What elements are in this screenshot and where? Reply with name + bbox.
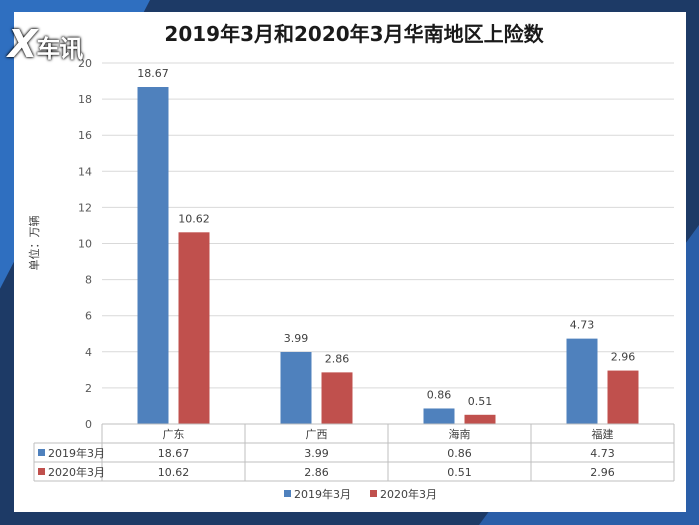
y-tick-label: 14 — [78, 165, 92, 178]
table-cell: 18.67 — [158, 447, 190, 460]
table-cell: 0.86 — [447, 447, 472, 460]
legend-swatch — [370, 490, 377, 497]
bar — [464, 414, 496, 424]
bar — [321, 372, 353, 424]
x-tick-label: 广东 — [163, 428, 185, 441]
x-tick-label: 福建 — [592, 427, 614, 441]
table-cell: 0.51 — [447, 466, 472, 479]
data-label: 3.99 — [284, 332, 309, 345]
table-legend-swatch — [38, 449, 45, 456]
table-cell: 4.73 — [590, 447, 615, 460]
y-tick-label: 12 — [78, 201, 92, 214]
table-legend-swatch — [38, 468, 45, 475]
chart-svg: 2019年3月和2020年3月华南地区上险数 单位：万辆 0 2 4 6 8 10 12 14… — [27, 22, 675, 501]
data-label: 0.86 — [427, 388, 452, 401]
legend: 2019年3月 2020年3月 — [284, 487, 437, 501]
y-axis-label: 单位：万辆 — [27, 216, 41, 271]
table-cell: 2.96 — [590, 466, 615, 479]
legend-label: 2020年3月 — [380, 487, 437, 501]
table-cell: 10.62 — [158, 466, 190, 479]
y-tick-label: 2 — [85, 382, 92, 395]
data-label: 4.73 — [570, 319, 595, 332]
legend-swatch — [284, 490, 291, 497]
data-label: 10.62 — [178, 212, 210, 225]
y-tick-label: 6 — [85, 310, 92, 323]
legend-label: 2019年3月 — [294, 487, 351, 501]
data-label: 2.96 — [611, 351, 636, 364]
y-tick-label: 18 — [78, 93, 92, 106]
y-tick-label: 8 — [85, 274, 92, 287]
x-tick-label: 海南 — [449, 427, 471, 441]
table-series-name: 2019年3月 — [48, 446, 105, 460]
chart-card: 2019年3月和2020年3月华南地区上险数 单位：万辆 0 2 4 6 8 10 12 14… — [14, 12, 686, 512]
y-ticks: 0 2 4 6 8 10 12 14 16 18 20 — [78, 57, 92, 431]
y-tick-label: 16 — [78, 129, 92, 142]
bar — [566, 338, 598, 424]
y-tick-label: 20 — [78, 57, 92, 70]
table-cell: 3.99 — [304, 447, 329, 460]
data-label: 0.51 — [468, 395, 493, 408]
table-cell: 2.86 — [304, 466, 329, 479]
data-label: 18.67 — [137, 67, 169, 80]
table-series-name: 2020年3月 — [48, 465, 105, 479]
bar — [178, 232, 210, 424]
chart-title: 2019年3月和2020年3月华南地区上险数 — [164, 22, 544, 46]
data-table: 广东 广西 海南 福建 2019年3月 18.67 3.99 0.86 4.73 2020年3月 1… — [33, 423, 675, 482]
bar — [607, 370, 639, 424]
bar — [423, 408, 455, 424]
bar — [137, 87, 169, 424]
y-tick-label: 10 — [78, 238, 92, 251]
bar — [280, 351, 312, 424]
x-tick-label: 广西 — [306, 428, 328, 441]
data-label: 2.86 — [325, 352, 350, 365]
bars: 18.67 10.62 3.99 2.86 0.86 0.51 4.73 2.96 — [137, 67, 639, 424]
y-tick-label: 4 — [85, 346, 92, 359]
y-tick-label: 0 — [85, 418, 92, 431]
